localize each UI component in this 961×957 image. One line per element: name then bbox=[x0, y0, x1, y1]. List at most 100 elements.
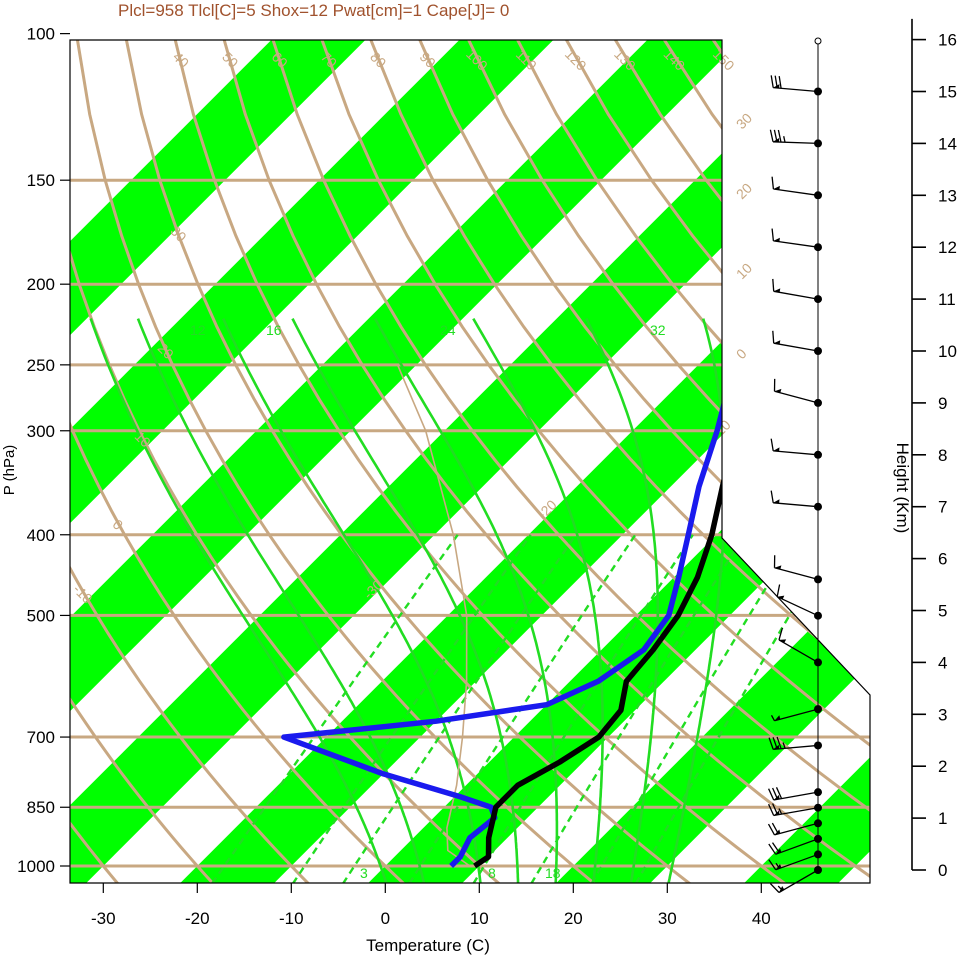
wind-barb-staff bbox=[778, 639, 819, 663]
p-tick-label: 200 bbox=[27, 275, 55, 294]
wind-barb-tip bbox=[779, 639, 787, 643]
height-tick-label: 3 bbox=[938, 705, 947, 724]
dry-adiabat bbox=[269, 40, 870, 883]
x-tick-label: 20 bbox=[564, 909, 583, 928]
wind-barb-tip bbox=[773, 237, 780, 242]
wind-barb-staff bbox=[775, 838, 819, 855]
height-tick-label: 10 bbox=[938, 342, 957, 361]
wind-barb-staff bbox=[773, 450, 819, 456]
wind-barb-feather bbox=[772, 330, 775, 344]
moist-adiabat bbox=[291, 318, 520, 883]
wind-barb-staff bbox=[773, 240, 819, 248]
wind-barb-feather bbox=[768, 788, 775, 801]
isotherm-band bbox=[180, 40, 870, 883]
isotherm-band bbox=[70, 40, 742, 883]
mixing-ratio-line bbox=[408, 534, 637, 883]
wind-barb-tip bbox=[773, 744, 780, 750]
mixing-ratio-line bbox=[291, 534, 532, 883]
wind-barb-tip bbox=[773, 810, 780, 816]
height-tick-label: 13 bbox=[938, 186, 957, 205]
wind-barb-staff bbox=[773, 290, 819, 300]
wind-barb-feather bbox=[770, 75, 774, 88]
wind-barb-staff bbox=[774, 390, 819, 404]
x-tick-label: -20 bbox=[185, 909, 210, 928]
wind-barb-feather bbox=[770, 490, 774, 503]
p-tick-label: 100 bbox=[27, 25, 55, 44]
mixing-ratio-label: 18 bbox=[545, 865, 561, 881]
grid-lines bbox=[70, 40, 870, 883]
wind-barb-tip bbox=[775, 864, 782, 870]
dry-adiabat-label: 40 bbox=[170, 49, 192, 71]
height-tick-label: 1 bbox=[938, 809, 947, 828]
dry-adiabat bbox=[318, 40, 870, 883]
x-tick-label: 40 bbox=[752, 909, 771, 928]
wind-barb-feather bbox=[776, 584, 781, 597]
p-tick-label: 500 bbox=[27, 606, 55, 625]
mixing-ratio-line bbox=[590, 534, 800, 883]
wind-barb-tip bbox=[774, 715, 781, 721]
dry-adiabat bbox=[123, 40, 691, 883]
height-tick-label: 8 bbox=[938, 446, 947, 465]
chart-title: Plcl=958 Tlcl[C]=5 Shox=12 Pwat[cm]=1 Ca… bbox=[118, 1, 509, 20]
p-tick-label: 850 bbox=[27, 798, 55, 817]
moist-adiabat-label: 16 bbox=[266, 322, 282, 338]
isotherm-band bbox=[744, 40, 870, 883]
x-tick-label: 30 bbox=[658, 909, 677, 928]
wind-barb-tip bbox=[773, 84, 780, 89]
mixing-ratio-line bbox=[341, 534, 577, 883]
wind-barb-feather bbox=[771, 228, 775, 241]
dry-adiabat bbox=[756, 40, 870, 883]
wind-barb-feather bbox=[778, 75, 782, 89]
wind-barb-feather bbox=[768, 803, 775, 816]
moist-adiabat bbox=[472, 317, 604, 883]
height-tick-label: 14 bbox=[938, 134, 957, 153]
wind-barb-feather bbox=[776, 736, 782, 749]
height-tick-label: 16 bbox=[938, 31, 957, 50]
mixing-ratio-line bbox=[472, 534, 694, 883]
height-tick-label: 11 bbox=[938, 290, 956, 309]
temperature-axis: -30 -20 -10 0 10 20 30 40 bbox=[91, 883, 771, 928]
wind-barb-tip bbox=[773, 340, 781, 345]
wind-barb-staff bbox=[773, 86, 819, 93]
p-tick-label: 700 bbox=[27, 728, 55, 747]
isotherm-band bbox=[556, 40, 870, 883]
wind-barb-staff bbox=[772, 141, 819, 145]
wind-barb-feather bbox=[767, 823, 776, 836]
wind-barb-feather bbox=[771, 176, 775, 190]
pressure-axis: 100 150 200 250 300 400 500 700 850 1000 bbox=[17, 25, 70, 876]
wind-barb-feather bbox=[770, 438, 774, 452]
isotherm-bands bbox=[70, 40, 870, 883]
height-tick-label: 0 bbox=[938, 861, 947, 880]
dry-adiabat-label: 80 bbox=[367, 49, 389, 71]
height-tick-label: 5 bbox=[938, 602, 947, 621]
dry-adiabat bbox=[70, 40, 119, 883]
wind-barb-staff bbox=[774, 708, 819, 722]
dry-adiabat bbox=[74, 40, 596, 883]
wind-barb-half-feather bbox=[778, 808, 783, 815]
moist-adiabat-label: 32 bbox=[650, 322, 666, 338]
x-tick-label: -10 bbox=[279, 909, 304, 928]
wind-barb-feather bbox=[768, 737, 774, 750]
height-tick-label: 7 bbox=[938, 498, 947, 517]
dry-adiabat bbox=[70, 40, 405, 883]
wind-barb-tip bbox=[773, 795, 780, 800]
wind-barb-half-feather bbox=[783, 136, 786, 143]
moist-adiabat bbox=[585, 318, 660, 883]
x-tick-label: 10 bbox=[470, 909, 489, 928]
wind-barb-tip bbox=[773, 138, 780, 142]
wind-barb-feather bbox=[777, 129, 782, 143]
isotherm-band bbox=[70, 40, 870, 883]
moist-adiabat bbox=[89, 318, 388, 883]
p-tick-label: 150 bbox=[27, 171, 55, 190]
height-tick-label: 12 bbox=[938, 238, 957, 257]
p-tick-label: 250 bbox=[27, 356, 55, 375]
mixing-ratio-label: 3 bbox=[360, 865, 368, 881]
wind-barb-feather bbox=[769, 883, 780, 893]
wind-barb-feather bbox=[768, 859, 777, 871]
wind-barb-feather bbox=[768, 843, 777, 855]
height-tick-label: 9 bbox=[938, 394, 947, 413]
dry-adiabat-label: 120 bbox=[562, 46, 590, 74]
wind-barb-tip bbox=[773, 447, 780, 452]
